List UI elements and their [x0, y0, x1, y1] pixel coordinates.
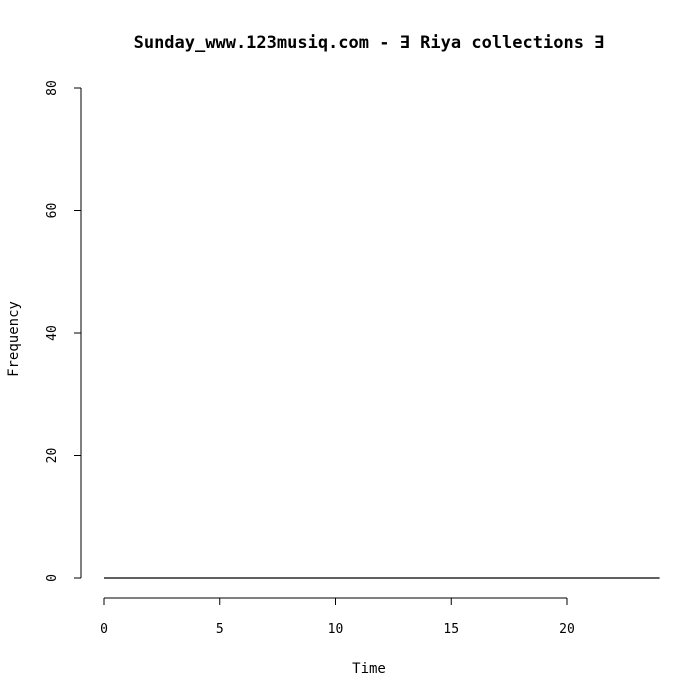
x-axis-label: Time — [352, 661, 386, 677]
y-axis-label: Frequency — [6, 301, 22, 377]
x-tick-label: 10 — [328, 622, 344, 637]
y-ticks: 0 20 40 60 80 — [45, 80, 81, 582]
x-tick-label: 20 — [559, 622, 575, 637]
y-tick-label: 40 — [45, 325, 60, 341]
x-ticks: 0 5 10 15 20 — [100, 598, 575, 637]
y-tick-label: 20 — [45, 448, 60, 464]
x-tick-label: 15 — [443, 622, 459, 637]
x-axis: 0 5 10 15 20 Time — [100, 597, 575, 677]
y-tick-label: 60 — [45, 203, 60, 219]
y-tick-label: 80 — [45, 80, 60, 96]
y-axis: 0 20 40 60 80 Frequency — [6, 80, 82, 582]
chart-title: Sunday_www.123musiq.com - ∃ Riya collect… — [134, 33, 605, 53]
y-tick-label: 0 — [45, 574, 60, 582]
x-tick-label: 0 — [100, 622, 108, 637]
x-tick-label: 5 — [216, 622, 224, 637]
